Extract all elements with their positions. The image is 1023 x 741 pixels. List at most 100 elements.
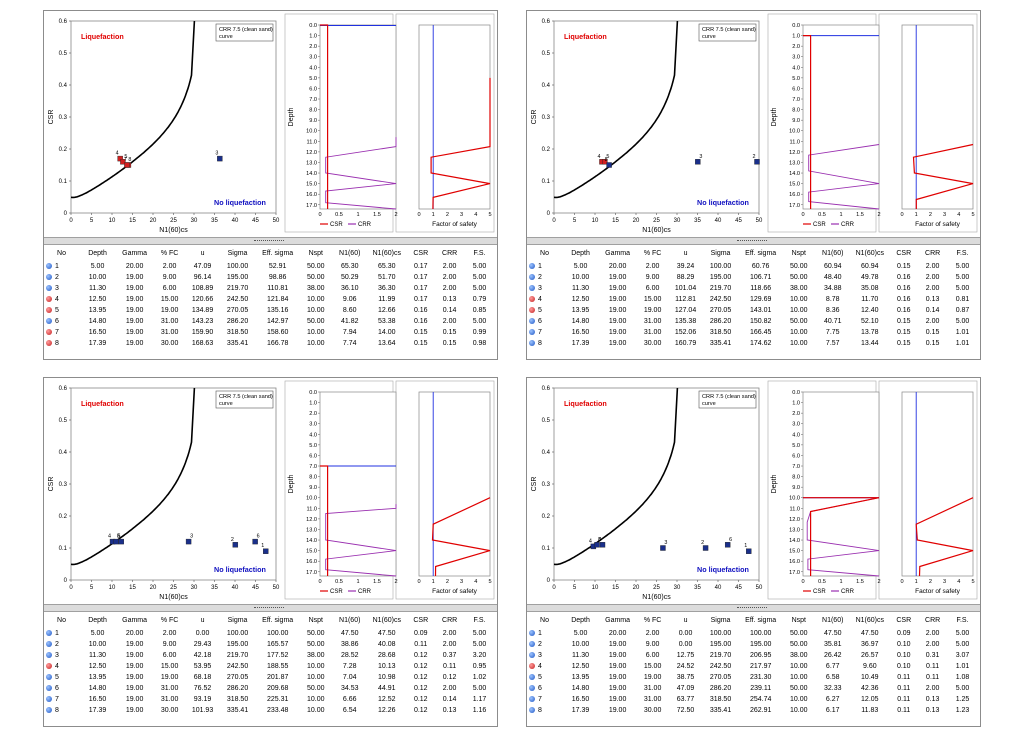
column-header[interactable]: Gamma [605, 616, 631, 624]
column-header[interactable]: u [683, 249, 688, 257]
table-row[interactable]: 7 16.50 19.00 31.00 152.06 318.50 166.45 10.00 7… [527, 327, 978, 338]
data-point[interactable] [702, 545, 709, 551]
column-header[interactable]: N1(60) [339, 249, 361, 257]
column-header[interactable]: CRR [442, 616, 458, 624]
table-row[interactable]: 2 10.00 19.00 9.00 96.14 195.00 98.86 50.00 50.2… [44, 272, 495, 283]
panel-splitter[interactable] [527, 604, 980, 612]
data-point[interactable] [217, 155, 223, 162]
column-header[interactable]: CSR [896, 249, 912, 257]
data-point[interactable] [602, 159, 608, 165]
table-row[interactable]: 1 5.00 20.00 2.00 0.00 100.00 100.00 50.00 47.50… [44, 628, 495, 639]
splitter-grip-icon[interactable] [254, 240, 284, 243]
column-header[interactable]: Sigma [710, 616, 731, 624]
column-header[interactable]: Eff. sigma [262, 616, 294, 624]
splitter-grip-icon[interactable] [737, 240, 767, 243]
table-row[interactable]: 5 13.95 19.00 19.00 134.89 270.05 135.16 10.00 8… [44, 305, 495, 316]
column-header[interactable]: CSR [413, 616, 429, 624]
column-header[interactable]: CSR [896, 616, 912, 624]
column-header[interactable]: % FC [643, 616, 662, 624]
table-row[interactable]: 4 12.50 19.00 15.00 112.81 242.50 129.69 10.00 8… [527, 294, 978, 305]
column-header[interactable]: Depth [571, 249, 590, 257]
column-header[interactable]: Depth [571, 616, 590, 624]
data-point[interactable] [660, 545, 666, 551]
data-point[interactable] [263, 548, 269, 554]
column-header[interactable]: Depth [88, 616, 107, 624]
data-point[interactable] [118, 538, 124, 545]
column-header[interactable]: CRR [925, 616, 941, 624]
column-header[interactable]: Eff. sigma [745, 616, 777, 624]
column-header[interactable]: N1(60) [822, 616, 844, 624]
column-header[interactable]: N1(60) [822, 249, 844, 257]
column-header[interactable]: Eff. sigma [745, 249, 777, 257]
data-point[interactable] [252, 538, 258, 545]
column-header[interactable]: Nspt [791, 616, 806, 624]
table-row[interactable]: 8 17.39 19.00 30.00 72.50 335.41 262.91 10.00 6.… [527, 705, 978, 716]
column-header[interactable]: Nspt [791, 249, 806, 257]
column-header[interactable]: % FC [643, 249, 662, 257]
table-row[interactable]: 5 13.95 19.00 19.00 38.75 270.05 231.30 10.00 6.… [527, 672, 978, 683]
column-header[interactable]: F.S. [473, 249, 486, 257]
column-header[interactable]: Sigma [227, 249, 248, 257]
column-header[interactable]: F.S. [956, 249, 969, 257]
data-point[interactable] [185, 538, 192, 545]
column-header[interactable]: CRR [442, 249, 458, 257]
column-header[interactable]: No [540, 249, 549, 257]
table-row[interactable]: 2 10.00 19.00 9.00 0.00 195.00 195.00 50.00 35.8… [527, 639, 978, 650]
data-point[interactable] [120, 159, 126, 165]
data-point[interactable] [754, 159, 760, 165]
table-row[interactable]: 3 11.30 19.00 6.00 101.04 219.70 118.66 38.00 34… [527, 283, 978, 294]
column-header[interactable]: Sigma [227, 616, 248, 624]
table-row[interactable]: 1 5.00 20.00 2.00 47.09 100.00 52.91 50.00 65.30… [44, 261, 495, 272]
table-row[interactable]: 8 17.39 19.00 30.00 168.63 335.41 166.78 10.00 7… [44, 338, 495, 349]
column-header[interactable]: No [540, 616, 549, 624]
column-header[interactable]: F.S. [956, 616, 969, 624]
table-row[interactable]: 8 17.39 19.00 30.00 101.93 335.41 233.48 10.00 6… [44, 705, 495, 716]
column-header[interactable]: N1(60)cs [855, 249, 884, 257]
table-row[interactable]: 3 11.30 19.00 6.00 42.18 219.70 177.52 38.00 28.… [44, 650, 495, 661]
table-row[interactable]: 1 5.00 20.00 2.00 39.24 100.00 60.76 50.00 60.94… [527, 261, 978, 272]
table-row[interactable]: 2 10.00 19.00 9.00 29.43 195.00 165.57 50.00 38.… [44, 639, 495, 650]
column-header[interactable]: % FC [160, 249, 179, 257]
column-header[interactable]: N1(60)cs [855, 616, 884, 624]
column-header[interactable]: u [683, 616, 688, 624]
column-header[interactable]: CRR [925, 249, 941, 257]
table-row[interactable]: 6 14.80 19.00 31.00 76.52 286.20 209.68 50.00 34… [44, 683, 495, 694]
column-header[interactable]: N1(60)cs [372, 249, 401, 257]
data-point[interactable] [599, 542, 606, 548]
table-row[interactable]: 7 16.50 19.00 31.00 159.90 318.50 158.60 10.00 7… [44, 327, 495, 338]
panel-splitter[interactable] [44, 604, 497, 612]
table-row[interactable]: 5 13.95 19.00 19.00 68.18 270.05 201.87 10.00 7.… [44, 672, 495, 683]
data-point[interactable] [594, 542, 600, 548]
data-point[interactable] [606, 162, 612, 168]
panel-splitter[interactable] [527, 237, 980, 245]
column-header[interactable]: Gamma [122, 249, 148, 257]
column-header[interactable]: Gamma [605, 249, 631, 257]
table-row[interactable]: 3 11.30 19.00 6.00 108.89 219.70 110.81 38.00 36… [44, 283, 495, 294]
data-point[interactable] [117, 155, 123, 162]
table-row[interactable]: 1 5.00 20.00 2.00 0.00 100.00 100.00 50.00 47.50… [527, 628, 978, 639]
table-row[interactable]: 4 12.50 19.00 15.00 53.95 242.50 188.55 10.00 7.… [44, 661, 495, 672]
column-header[interactable]: u [200, 616, 205, 624]
column-header[interactable]: Sigma [710, 249, 731, 257]
column-header[interactable]: F.S. [473, 616, 486, 624]
column-header[interactable]: Nspt [308, 249, 323, 257]
column-header[interactable]: Nspt [308, 616, 323, 624]
column-header[interactable]: u [200, 249, 205, 257]
column-header[interactable]: Eff. sigma [262, 249, 294, 257]
splitter-grip-icon[interactable] [254, 607, 284, 610]
table-row[interactable]: 2 10.00 19.00 9.00 88.29 195.00 106.71 50.00 48.… [527, 272, 978, 283]
column-header[interactable]: Gamma [122, 616, 148, 624]
table-row[interactable]: 7 16.50 19.00 31.00 63.77 318.50 254.74 10.00 6.… [527, 694, 978, 705]
panel-splitter[interactable] [44, 237, 497, 245]
table-row[interactable]: 6 14.80 19.00 31.00 135.38 286.20 150.82 50.00 4… [527, 316, 978, 327]
table-row[interactable]: 4 12.50 19.00 15.00 24.52 242.50 217.97 10.00 6.… [527, 661, 978, 672]
column-header[interactable]: No [57, 616, 66, 624]
column-header[interactable]: No [57, 249, 66, 257]
column-header[interactable]: CSR [413, 249, 429, 257]
table-row[interactable]: 5 13.95 19.00 19.00 127.04 270.05 143.01 10.00 8… [527, 305, 978, 316]
data-point[interactable] [695, 159, 701, 165]
table-row[interactable]: 6 14.80 19.00 31.00 143.23 286.20 142.97 50.00 4… [44, 316, 495, 327]
table-row[interactable]: 3 11.30 19.00 6.00 12.75 219.70 206.95 38.00 26.… [527, 650, 978, 661]
column-header[interactable]: % FC [160, 616, 179, 624]
data-point[interactable] [232, 542, 239, 548]
